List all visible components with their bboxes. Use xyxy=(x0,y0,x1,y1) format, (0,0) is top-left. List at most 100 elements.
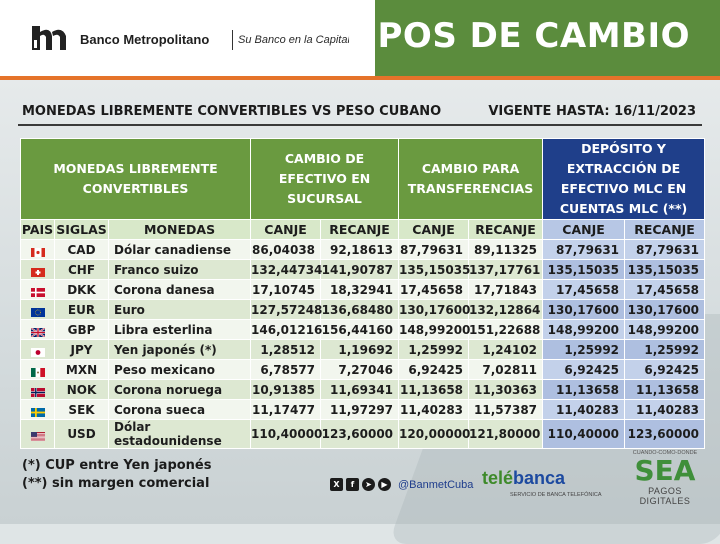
mlc-recanje: 1,25992 xyxy=(624,339,706,360)
group-header-cash: CAMBIO DE EFECTIVO EN SUCURSAL xyxy=(250,138,400,220)
bm-logo-icon xyxy=(32,26,66,50)
transfer-canje: 1,25992 xyxy=(398,339,470,360)
usa-flag-icon xyxy=(30,430,45,441)
telegram-icon[interactable]: ➤ xyxy=(362,478,375,491)
sea-tagline: CUANDO-COMO-DONDE xyxy=(632,450,698,456)
currency-name: Franco suizo xyxy=(107,259,252,280)
cash-canje: 146,01216 xyxy=(250,319,322,340)
flag-cell xyxy=(20,279,55,300)
table-row: JPY Yen japonés (*) 1,28512 1,19692 1,25992 1… xyxy=(20,339,706,360)
transfer-recanje: 7,02811 xyxy=(468,359,544,380)
cash-recanje: 156,44160 xyxy=(320,319,400,340)
cash-canje: 10,91385 xyxy=(250,379,322,400)
cash-canje: 110,40000 xyxy=(250,419,322,449)
currency-name: Corona danesa xyxy=(107,279,252,300)
mlc-recanje: 135,15035 xyxy=(624,259,706,280)
transfer-recanje: 1,24102 xyxy=(468,339,544,360)
sea-logo: CUANDO-COMO-DONDE SEA PAGOS DIGITALES xyxy=(622,450,708,512)
currency-code: USD xyxy=(54,419,109,449)
mlc-recanje: 148,99200 xyxy=(624,319,706,340)
cash-canje: 11,17477 xyxy=(250,399,322,420)
denmark-flag-icon xyxy=(30,286,45,297)
telebanca-name-blue: banca xyxy=(513,468,566,488)
footnote-mlc: (**) sin margen comercial xyxy=(22,476,210,491)
group-header-mlc: DEPÓSITO Y EXTRACCIÓN DE EFECTIVO MLC EN… xyxy=(542,138,706,220)
facebook-icon[interactable]: f xyxy=(346,478,359,491)
transfer-canje: 11,13658 xyxy=(398,379,470,400)
cash-recanje: 92,18613 xyxy=(320,239,400,260)
cash-recanje: 7,27046 xyxy=(320,359,400,380)
column-header-mlc-canje: CANJE xyxy=(542,219,626,240)
flag-cell xyxy=(20,399,55,420)
flag-cell xyxy=(20,419,55,449)
switzerland-flag-icon xyxy=(30,266,45,277)
cash-recanje: 11,97297 xyxy=(320,399,400,420)
mlc-recanje: 6,92425 xyxy=(624,359,706,380)
table-row: SEK Corona sueca 11,17477 11,97297 11,40283 1… xyxy=(20,399,706,420)
divider xyxy=(18,124,702,126)
mlc-canje: 110,40000 xyxy=(542,419,626,449)
cash-recanje: 11,69341 xyxy=(320,379,400,400)
column-header-monedas: MONEDAS xyxy=(107,219,252,240)
column-header-transfer-recanje: RECANJE xyxy=(468,219,544,240)
currency-name: Euro xyxy=(107,299,252,320)
currency-code: NOK xyxy=(54,379,109,400)
flag-cell xyxy=(20,339,55,360)
cash-canje: 127,57248 xyxy=(250,299,322,320)
mlc-canje: 1,25992 xyxy=(542,339,626,360)
bank-slogan: Su Banco en la Capital xyxy=(238,34,350,46)
header-accent-stripe xyxy=(0,76,720,80)
mlc-canje: 148,99200 xyxy=(542,319,626,340)
logo-divider xyxy=(232,30,233,50)
transfer-canje: 148,99200 xyxy=(398,319,470,340)
social-handle[interactable]: @BanmetCuba xyxy=(398,478,474,491)
mlc-canje: 11,13658 xyxy=(542,379,626,400)
mlc-canje: 17,45658 xyxy=(542,279,626,300)
group-header-currencies: MONEDAS LIBREMENTE CONVERTIBLES xyxy=(19,138,252,220)
cash-recanje: 141,90787 xyxy=(320,259,400,280)
currency-code: SEK xyxy=(54,399,109,420)
currency-name: Corona noruega xyxy=(107,379,252,400)
cash-canje: 132,44734 xyxy=(250,259,322,280)
cash-canje: 17,10745 xyxy=(250,279,322,300)
currency-code: DKK xyxy=(54,279,109,300)
transfer-canje: 120,00000 xyxy=(398,419,470,449)
mlc-canje: 6,92425 xyxy=(542,359,626,380)
exchange-rate-table: MONEDAS LIBREMENTE CONVERTIBLES CAMBIO D… xyxy=(19,138,706,449)
column-header-siglas: SIGLAS xyxy=(54,219,109,240)
bank-name: Banco Metropolitano xyxy=(80,32,210,47)
transfer-recanje: 132,12864 xyxy=(468,299,544,320)
currency-name: Dólar canadiense xyxy=(107,239,252,260)
currency-code: JPY xyxy=(54,339,109,360)
currency-code: GBP xyxy=(54,319,109,340)
table-row: MXN Peso mexicano 6,78577 7,27046 6,92425 7,0… xyxy=(20,359,706,380)
currency-code: CHF xyxy=(54,259,109,280)
currency-name: Libra esterlina xyxy=(107,319,252,340)
footnote-yen: (*) CUP entre Yen japonés xyxy=(22,458,212,473)
subtitle: MONEDAS LIBREMENTE CONVERTIBLES VS PESO … xyxy=(22,104,442,119)
flag-cell xyxy=(20,359,55,380)
x-icon[interactable]: X xyxy=(330,478,343,491)
mlc-recanje: 87,79631 xyxy=(624,239,706,260)
currency-code: MXN xyxy=(54,359,109,380)
flag-cell xyxy=(20,319,55,340)
mlc-canje: 130,17600 xyxy=(542,299,626,320)
mlc-recanje: 130,17600 xyxy=(624,299,706,320)
transfer-recanje: 137,17761 xyxy=(468,259,544,280)
currency-code: EUR xyxy=(54,299,109,320)
telebanca-tagline: SERVICIO DE BANCA TELEFÓNICA xyxy=(510,492,602,498)
column-header-cash-canje: CANJE xyxy=(250,219,322,240)
telebanca-logo: telébanca SERVICIO DE BANCA TELEFÓNICA xyxy=(482,462,612,502)
logo-area: Banco Metropolitano Su Banco en la Capit… xyxy=(0,0,375,78)
currency-name: Peso mexicano xyxy=(107,359,252,380)
eu-flag-icon xyxy=(30,306,45,317)
table-row: CHF Franco suizo 132,44734 141,90787 135,150… xyxy=(20,259,706,280)
youtube-icon[interactable]: ▶ xyxy=(378,478,391,491)
transfer-canje: 135,15035 xyxy=(398,259,470,280)
social-links: X f ➤ ▶ @BanmetCuba xyxy=(330,478,473,491)
transfer-recanje: 151,22688 xyxy=(468,319,544,340)
currency-name: Yen japonés (*) xyxy=(107,339,252,360)
column-header-transfer-canje: CANJE xyxy=(398,219,470,240)
transfer-recanje: 89,11325 xyxy=(468,239,544,260)
column-header-pais: PAIS xyxy=(20,219,55,240)
